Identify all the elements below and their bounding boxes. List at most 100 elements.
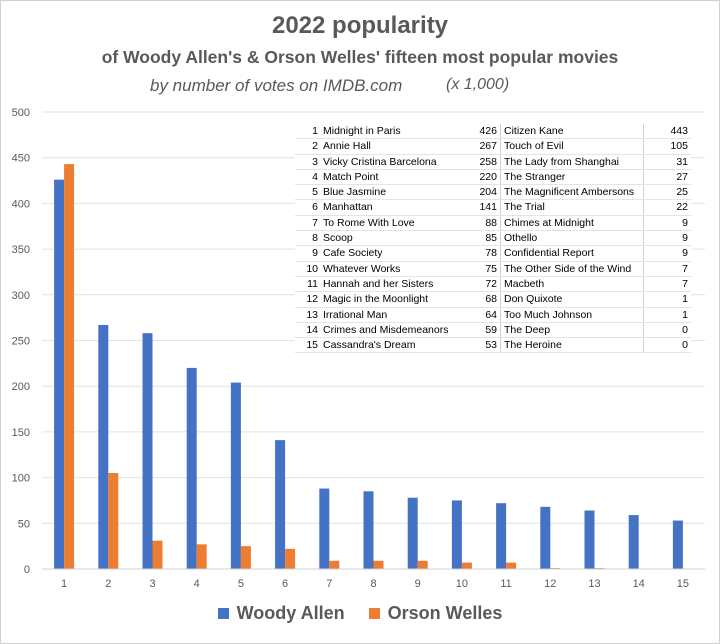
legend-swatch-orson-welles <box>368 608 380 619</box>
orson-welles-title: Don Quixote <box>500 291 644 308</box>
chart-title: 2022 popularity <box>271 12 449 39</box>
orson-welles-title: Chimes at Midnight <box>500 215 644 232</box>
woody-allen-title: Cafe Society <box>320 245 456 262</box>
bar-orson-welles <box>240 546 251 569</box>
table-row: 13 Irrational Man 64 Too Much Johnson 1 <box>295 307 691 323</box>
x-tick-label: 1 <box>61 578 67 590</box>
y-tick-label: 400 <box>12 198 30 210</box>
woody-allen-title: To Rome With Love <box>320 215 456 232</box>
bar-woody-allen <box>540 506 551 569</box>
table-row: 14 Crimes and Misdemeanors 59 The Deep 0 <box>295 322 691 339</box>
x-tick-label: 3 <box>149 578 155 590</box>
legend-swatch-woody-allen <box>217 608 229 619</box>
orson-welles-title: Confidential Report <box>500 245 644 262</box>
orson-welles-title: Too Much Johnson <box>500 307 644 323</box>
orson-welles-votes: 9 <box>643 230 691 247</box>
x-tick-label: 2 <box>105 578 111 590</box>
woody-allen-title: Magic in the Moonlight <box>320 291 456 308</box>
chart-subtitle: of Woody Allen's & Orson Welles' fifteen… <box>101 47 619 67</box>
woody-allen-votes: 64 <box>456 307 501 323</box>
table-row: 6 Manhattan 141 The Trial 22 <box>295 199 691 216</box>
bar-woody-allen <box>98 324 109 569</box>
woody-allen-votes: 72 <box>456 276 501 293</box>
y-tick-label: 0 <box>24 564 30 576</box>
bar-woody-allen <box>407 497 418 569</box>
woody-allen-votes: 85 <box>456 230 501 247</box>
x-tick-label: 8 <box>370 578 376 590</box>
bar-woody-allen <box>628 515 639 569</box>
y-tick-label: 100 <box>12 473 30 485</box>
bars <box>54 164 683 570</box>
legend-label-woody-allen: Woody Allen <box>236 603 345 623</box>
bar-orson-welles <box>108 473 119 569</box>
x-tick-label: 6 <box>282 578 288 590</box>
orson-welles-votes: 9 <box>643 215 691 232</box>
table-row: 7 To Rome With Love 88 Chimes at Midnight 9 <box>295 215 691 232</box>
woody-allen-title: Match Point <box>320 169 456 186</box>
y-tick-label: 200 <box>12 381 30 393</box>
orson-welles-title: The Other Side of the Wind <box>500 261 644 277</box>
table-rank: 14 <box>295 322 320 339</box>
orson-welles-title: The Heroine <box>500 337 644 354</box>
legend-item-orson-welles: Orson Welles <box>368 603 503 624</box>
y-tick-label: 300 <box>12 290 30 302</box>
bar-woody-allen <box>672 520 683 569</box>
x-tick-label: 5 <box>238 578 244 590</box>
table-rank: 8 <box>295 230 320 247</box>
bar-orson-welles <box>196 544 207 569</box>
bar-orson-welles <box>373 560 384 569</box>
woody-allen-votes: 426 <box>456 124 501 140</box>
table-row: 10 Whatever Works 75 The Other Side of the … <box>295 261 691 277</box>
table-row: 3 Vicky Cristina Barcelona 258 The Lady fro… <box>295 154 691 170</box>
x-tick-label: 4 <box>194 578 200 590</box>
woody-allen-title: Blue Jasmine <box>320 184 456 201</box>
table-rank: 7 <box>295 215 320 232</box>
legend-label-orson-welles: Orson Welles <box>387 603 503 623</box>
orson-welles-votes: 105 <box>643 138 691 155</box>
x-tick-label: 9 <box>415 578 421 590</box>
orson-welles-votes: 7 <box>643 261 691 277</box>
table-rank: 11 <box>295 276 320 293</box>
bar-orson-welles <box>285 548 296 569</box>
woody-allen-title: Irrational Man <box>320 307 456 323</box>
bar-orson-welles <box>506 562 517 569</box>
table-rank: 12 <box>295 291 320 308</box>
orson-welles-votes: 0 <box>643 337 691 354</box>
x-tick-label: 15 <box>677 578 689 590</box>
bar-woody-allen <box>54 179 65 570</box>
table-row: 11 Hannah and her Sisters 72 Macbeth 7 <box>295 276 691 293</box>
table-row: 12 Magic in the Moonlight 68 Don Quixote 1 <box>295 291 691 308</box>
bar-orson-welles <box>64 164 75 569</box>
orson-welles-votes: 1 <box>643 307 691 323</box>
orson-welles-votes: 27 <box>643 169 691 186</box>
bar-orson-welles <box>329 560 340 569</box>
y-axis-tick-labels: 0 50 100 150 200 250 300 350 400 450 500 <box>12 107 30 576</box>
table-rank: 10 <box>295 261 320 277</box>
bar-orson-welles <box>417 560 428 569</box>
bar-woody-allen <box>496 503 507 569</box>
x-tick-label: 14 <box>633 578 645 590</box>
y-tick-label: 50 <box>18 518 30 530</box>
table-row: 2 Annie Hall 267 Touch of Evil 105 <box>295 138 691 155</box>
data-table: 1 Midnight in Paris 426 Citizen Kane 443 2 Ann… <box>295 124 691 354</box>
table-rank: 4 <box>295 169 320 186</box>
woody-allen-votes: 88 <box>456 215 501 232</box>
bar-woody-allen <box>230 382 241 569</box>
chart-subtitle-source: by number of votes on IMDB.com <box>150 76 403 95</box>
x-tick-label: 10 <box>456 578 468 590</box>
woody-allen-title: Hannah and her Sisters <box>320 276 456 293</box>
woody-allen-votes: 53 <box>456 337 501 354</box>
bar-woody-allen <box>363 491 374 569</box>
orson-welles-votes: 0 <box>643 322 691 339</box>
x-tick-label: 11 <box>500 578 511 590</box>
woody-allen-votes: 220 <box>456 169 501 186</box>
bar-woody-allen <box>451 500 462 569</box>
orson-welles-title: The Magnificent Ambersons <box>500 184 644 201</box>
x-axis-tick-labels: 1 2 3 4 5 6 7 8 9 10 11 12 13 14 15 <box>61 578 689 590</box>
orson-welles-title: Citizen Kane <box>500 124 644 140</box>
orson-welles-votes: 443 <box>643 124 691 140</box>
woody-allen-votes: 204 <box>456 184 501 201</box>
legend-item-woody-allen: Woody Allen <box>217 603 345 624</box>
woody-allen-title: Manhattan <box>320 199 456 216</box>
woody-allen-title: Midnight in Paris <box>320 124 456 140</box>
